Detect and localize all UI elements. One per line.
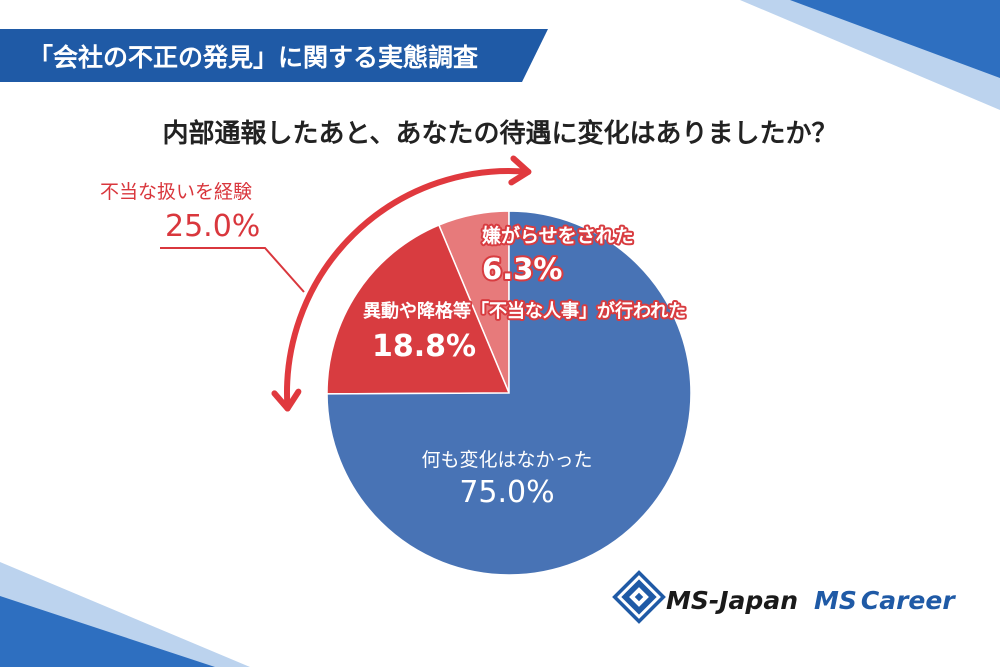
group-callout-line	[160, 247, 305, 293]
group-label-name: 不当な扱いを経験	[100, 181, 252, 203]
slice-label-nochange-name: 何も変化はなかった	[421, 449, 592, 471]
stripe-bottom-left-dark	[0, 596, 215, 667]
slice-label-harassment-name: 嫌がらせをされた	[482, 224, 634, 247]
group-arc-arrow	[271, 155, 532, 412]
pie-slice-no-change	[326, 210, 692, 576]
slice-label-nochange-value: 75.0%	[459, 475, 554, 510]
stripe-top-right-dark	[790, 0, 1000, 78]
arrow-head-top	[508, 155, 532, 186]
banner-title: 「会社の不正の発見」に関する実態調査	[28, 43, 478, 72]
banner-background	[0, 29, 548, 82]
pie-slice-personnel	[326, 224, 511, 395]
group-callout: 不当な扱いを経験 25.0%	[100, 181, 305, 293]
slice-labels: 嫌がらせをされた 6.3% 異動や降格等「不当な人事」が行われた 18.8% 何…	[361, 222, 688, 510]
question-heading: 内部通報したあと、あなたの待遇に変化はありましたか？	[163, 118, 838, 149]
logo-ms-career: MS Career	[814, 586, 956, 615]
slice-label-personnel-name: 異動や降格等「不当な人事」が行われた	[363, 300, 686, 322]
arrow-head-left	[271, 388, 302, 412]
ms-career-rest: Career	[861, 586, 956, 615]
pie-chart	[326, 210, 692, 576]
ms-japan-logotype: MS-Japan	[666, 586, 798, 615]
group-arc	[284, 168, 532, 412]
ms-career-logotype: MS Career	[814, 586, 956, 615]
logo-ms-japan: MS-Japan	[612, 570, 798, 624]
group-label-value: 25.0%	[165, 209, 260, 244]
slice-label-harassment-value: 6.3%	[482, 252, 562, 286]
slice-label-personnel-value: 18.8%	[372, 329, 476, 364]
title-banner: 「会社の不正の発見」に関する実態調査	[0, 29, 548, 82]
ms-career-ms: MS	[814, 586, 857, 615]
ms-japan-diamond-icon	[612, 570, 666, 624]
